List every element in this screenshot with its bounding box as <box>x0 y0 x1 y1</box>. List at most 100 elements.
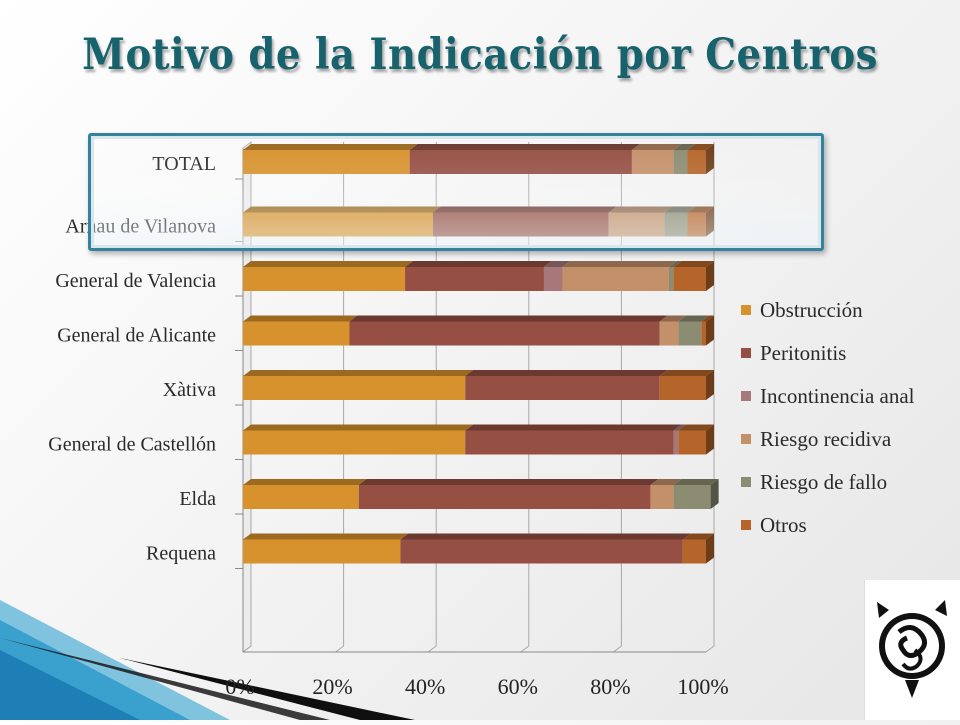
category-label: General de Alicante <box>57 325 216 347</box>
bar-segment <box>243 267 406 291</box>
bar-segment-top <box>668 261 682 267</box>
bar-segment <box>243 376 466 400</box>
bar-segment-top <box>673 261 714 267</box>
x-tick-label: 20% <box>312 674 352 699</box>
bar-segment-top <box>659 370 714 376</box>
category-label: Requena <box>146 543 216 565</box>
bar-segment <box>349 321 660 346</box>
bar-segment-top <box>673 479 719 485</box>
legend-label: Otros <box>760 513 807 537</box>
bar-segment-top <box>678 315 710 322</box>
bar-segment-top <box>701 315 714 322</box>
bar-segment <box>465 430 674 455</box>
bar-segment <box>678 430 706 455</box>
bar-end-face <box>706 261 714 291</box>
bar-end-face <box>706 370 714 400</box>
legend-label: Incontinencia anal <box>760 384 915 408</box>
legend-swatch <box>741 391 751 401</box>
bar-segment-top <box>631 144 682 150</box>
bar-segment <box>682 539 706 564</box>
bar-segment-top <box>243 144 418 150</box>
bar-segment-top <box>243 533 409 540</box>
grid-line <box>705 645 715 653</box>
bar-segment-top <box>243 424 474 431</box>
bar-end-face <box>706 424 714 455</box>
bar-segment <box>687 212 706 237</box>
bar-segment-top <box>543 261 571 267</box>
bar-segment <box>243 539 401 564</box>
grid-line <box>520 645 530 653</box>
bar-segment <box>678 321 702 346</box>
bar-segment-top <box>608 206 673 213</box>
society-logo-icon <box>877 600 947 698</box>
legend-swatch <box>741 477 751 487</box>
corner-decoration <box>0 600 415 720</box>
grid-line <box>242 645 252 653</box>
bar-segment <box>668 267 674 291</box>
x-tick-label: 0% <box>225 674 254 699</box>
bar-segment-top <box>465 424 682 431</box>
bar-segment <box>405 267 544 291</box>
category-label: Xàtiva <box>163 379 216 401</box>
bar-segment-top <box>465 370 668 376</box>
bar-segment <box>243 485 359 509</box>
category-label: TOTAL <box>152 153 216 175</box>
bar-segment <box>243 321 350 346</box>
bar-segment <box>673 430 679 455</box>
legend-swatch <box>741 434 751 444</box>
legend-swatch <box>741 348 751 358</box>
category-label: General de Valencia <box>55 270 216 292</box>
bar-segment-top <box>650 479 682 485</box>
bar-segment <box>659 376 706 400</box>
grid-line <box>335 645 344 653</box>
bar-segment <box>631 150 674 174</box>
bar-segment <box>608 212 665 237</box>
legend-swatch <box>741 520 751 530</box>
bar-segment <box>650 485 674 509</box>
bar-segment-top <box>243 315 358 322</box>
bar-segment <box>701 321 706 346</box>
bar-segment <box>659 321 679 346</box>
bar-segment-top <box>659 315 687 322</box>
bar-segment-top <box>432 206 617 213</box>
bar-segment-top <box>405 261 552 267</box>
bar-segment-top <box>243 261 414 267</box>
bar-segment-top <box>678 424 714 431</box>
legend-label: Riesgo recidiva <box>760 427 892 451</box>
bar-segment <box>664 212 688 237</box>
x-tick-label: 60% <box>498 674 538 699</box>
bar-segment <box>673 485 711 509</box>
category-label: General de Castellón <box>48 434 216 456</box>
grid-line <box>613 645 622 653</box>
logo <box>864 580 960 720</box>
bar-segment <box>243 212 433 237</box>
bar-segment-top <box>673 424 687 431</box>
bar-segment-top <box>409 144 640 150</box>
x-tick-label: 40% <box>405 674 445 699</box>
bar-segment <box>673 150 688 174</box>
x-tick-label: 80% <box>590 674 630 699</box>
grid-line <box>427 645 437 653</box>
category-label: Arnau de Vilanova <box>65 216 216 238</box>
bar-end-face <box>710 479 719 509</box>
bar-segment-top <box>243 479 367 485</box>
bar-segment-top <box>358 479 659 485</box>
bar-segment <box>358 485 651 509</box>
bar-segment <box>562 267 669 291</box>
bar-segment <box>432 212 609 237</box>
bar-segment <box>400 539 683 564</box>
legend-label: Riesgo de fallo <box>760 470 887 494</box>
legend-swatch <box>741 305 751 315</box>
bar-segment <box>243 150 410 174</box>
bar-segment <box>243 430 466 455</box>
legend-label: Peritonitis <box>760 341 846 365</box>
x-tick-label: 100% <box>677 674 728 699</box>
bar-end-face <box>706 533 714 564</box>
bar-segment <box>465 376 660 400</box>
bar-segment-top <box>400 533 691 540</box>
bar-segment-top <box>682 533 714 540</box>
bar-segment <box>687 150 706 174</box>
bar-segment-top <box>349 315 668 322</box>
